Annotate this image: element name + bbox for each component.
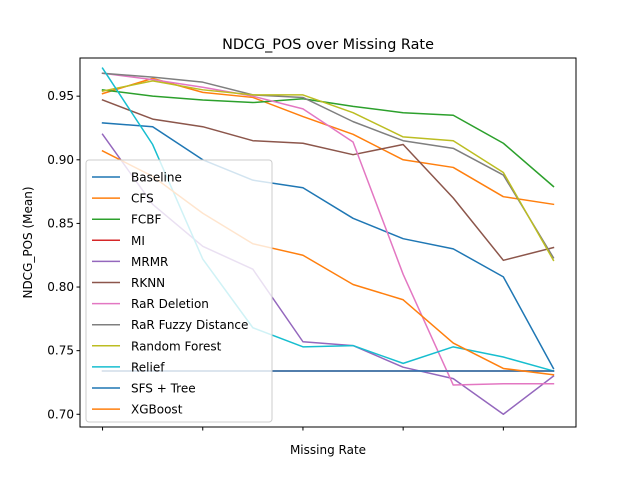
- legend-label-11: XGBoost: [131, 403, 183, 417]
- legend-label-10: SFS + Tree: [131, 382, 196, 396]
- x-axis: [102, 427, 504, 431]
- y-tick-label: 0.75: [47, 344, 74, 358]
- series-layer: [101, 67, 555, 416]
- legend-label-3: MI: [131, 234, 145, 248]
- series-line-0: [101, 122, 555, 370]
- y-tick-label: 0.85: [47, 216, 74, 230]
- legend-label-4: MRMR: [131, 255, 168, 269]
- legend-label-9: Relief: [131, 360, 165, 374]
- y-axis: 0.70 0.75 0.80 0.85 0.90 0.95: [47, 89, 80, 421]
- y-tick-label: 0.70: [47, 407, 74, 421]
- x-axis-label: Missing Rate: [290, 443, 366, 457]
- chart-title: NDCG_POS over Missing Rate: [222, 37, 434, 53]
- y-axis-label: NDCG_POS (Mean): [21, 186, 35, 298]
- plot-frame: [79, 57, 577, 428]
- legend-label-0: Baseline: [131, 171, 182, 185]
- legend-box: [85, 159, 273, 423]
- series-line-6: [101, 72, 555, 386]
- legend-label-8: Random Forest: [131, 339, 222, 353]
- series-line-5: [101, 99, 555, 262]
- series-line-8: [101, 80, 555, 262]
- legend: Baseline CFS FCBF MI MRMR RKNN RaR Deletion RaR…: [85, 159, 273, 423]
- legend-label-7: RaR Fuzzy Distance: [131, 318, 248, 332]
- series-line-7: [101, 72, 555, 259]
- legend-label-2: FCBF: [131, 213, 162, 227]
- legend-label-5: RKNN: [131, 276, 165, 290]
- y-tick-label: 0.80: [47, 280, 74, 294]
- y-tick-label: 0.95: [47, 89, 74, 103]
- legend-label-1: CFS: [131, 192, 154, 206]
- legend-label-6: RaR Deletion: [131, 297, 209, 311]
- series-line-2: [101, 88, 555, 188]
- y-tick-label: 0.90: [47, 153, 74, 167]
